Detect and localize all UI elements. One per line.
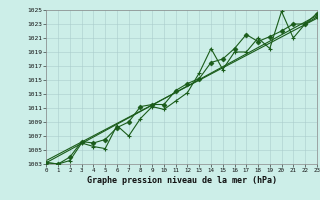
X-axis label: Graphe pression niveau de la mer (hPa): Graphe pression niveau de la mer (hPa) [87,176,276,185]
